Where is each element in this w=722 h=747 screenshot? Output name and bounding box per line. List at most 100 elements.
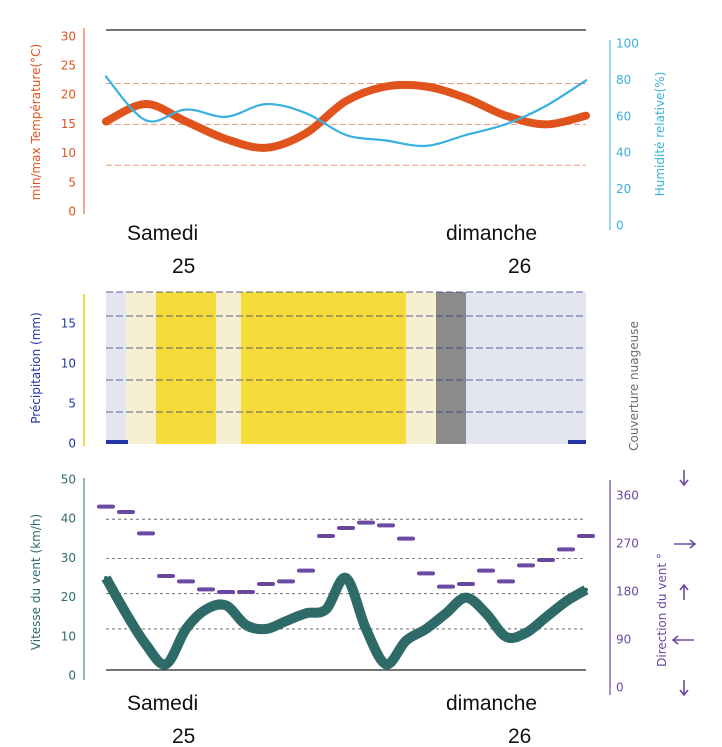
temperature-point bbox=[343, 98, 349, 105]
humidity-tick-label: 40 bbox=[616, 146, 631, 160]
temperature-point bbox=[303, 130, 309, 137]
temp-tick-label: 25 bbox=[61, 59, 76, 73]
date-day1-num-top: 25 bbox=[172, 255, 195, 278]
wind-speed-point bbox=[564, 599, 568, 604]
date-day2-num-top: 26 bbox=[508, 255, 531, 278]
wind-speed-tick-label: 0 bbox=[68, 669, 76, 683]
wind-direction-mark bbox=[477, 568, 495, 573]
wind-direction-arrow-icon bbox=[679, 470, 689, 487]
temperature-point bbox=[543, 121, 549, 128]
wind-speed-tick-label: 20 bbox=[61, 590, 76, 604]
wind-direction-mark bbox=[537, 558, 555, 562]
humidity-point bbox=[264, 102, 268, 106]
temperature-point bbox=[423, 83, 429, 90]
temperature-point bbox=[143, 100, 149, 107]
wind-speed-point bbox=[364, 626, 368, 631]
temp-tick-labels: 0 5 10 15 20 25 30 0 20 40 60 80 100 bbox=[61, 28, 639, 233]
wind-direction-mark bbox=[377, 523, 395, 528]
wind-direction-mark bbox=[357, 520, 375, 525]
wind-direction-mark bbox=[557, 547, 575, 552]
wind-direction-mark bbox=[337, 526, 355, 530]
date-day2-num-bottom: 26 bbox=[508, 725, 531, 747]
wind-direction-axis-label: Direction du vent ° bbox=[655, 553, 669, 667]
humidity-point bbox=[464, 133, 468, 137]
date-day1-bottom: Samedi bbox=[127, 692, 198, 715]
wind-speed-point bbox=[104, 576, 108, 580]
wind-speed-point bbox=[204, 607, 208, 612]
humidity-tick-label: 0 bbox=[616, 219, 624, 233]
wind-speed-point bbox=[324, 607, 328, 612]
wind-speed-point bbox=[124, 611, 128, 616]
temperature-point bbox=[223, 136, 229, 143]
wind-direction-mark bbox=[297, 568, 315, 573]
humidity-point bbox=[304, 111, 308, 115]
temperature-point bbox=[383, 83, 389, 90]
temperature-point bbox=[583, 112, 589, 119]
precip-axis-label: Précipitation (mm) bbox=[29, 312, 43, 424]
wind-panel: 0 10 20 30 40 50 0 90 180 270 360 Vitesse du vent … bbox=[29, 470, 697, 697]
humidity-tick-label: 20 bbox=[616, 182, 631, 196]
wind-speed-point bbox=[404, 638, 408, 643]
wind-speed-point bbox=[444, 611, 448, 616]
humidity-point bbox=[584, 79, 588, 82]
wind-direction-mark bbox=[317, 534, 335, 538]
temp-tick-label: 10 bbox=[61, 146, 76, 160]
cloud-cover-band bbox=[106, 292, 586, 444]
wind-direction-mark bbox=[137, 531, 155, 536]
wind-direction-arrow-icon bbox=[679, 583, 689, 600]
wind-direction-mark bbox=[417, 571, 435, 576]
wind-series bbox=[97, 504, 595, 670]
humidity-tick-label: 60 bbox=[616, 109, 631, 123]
wind-speed-point bbox=[544, 615, 548, 620]
wind-direction-tick-label: 0 bbox=[616, 681, 624, 695]
wind-direction-arrow-icon bbox=[679, 680, 689, 697]
humidity-point bbox=[104, 75, 108, 78]
temp-series bbox=[102, 75, 590, 152]
humidity-axis-label: Humidité relative(%) bbox=[653, 72, 667, 197]
wind-speed-tick-label: 30 bbox=[61, 551, 76, 565]
wind-speed-point bbox=[224, 603, 228, 608]
precip-tick-label: 15 bbox=[61, 317, 76, 331]
wind-direction-mark bbox=[177, 579, 195, 584]
wind-speed-point bbox=[384, 662, 388, 667]
humidity-tick-label: 80 bbox=[616, 73, 631, 87]
cloud-axis-label: Couverture nuageuse bbox=[627, 321, 641, 451]
temp-humidity-panel: 0 5 10 15 20 25 30 0 20 40 60 80 100 min/max Tempéra… bbox=[29, 12, 667, 233]
wind-speed-point bbox=[504, 634, 508, 639]
wind-direction-arrows bbox=[671, 470, 697, 697]
wind-direction-tick-label: 180 bbox=[616, 585, 639, 599]
wind-speed-point bbox=[524, 630, 528, 635]
temp-plot-area bbox=[106, 12, 586, 205]
wind-speed-point bbox=[164, 662, 168, 667]
precip-gridlines bbox=[106, 291, 586, 444]
wind-direction-mark bbox=[197, 587, 215, 592]
wind-tick-labels: 0 10 20 30 40 50 0 90 180 270 360 bbox=[61, 473, 639, 695]
precip-cloud-panel: 0 5 10 15 Précipitation (mm) Couverture nua… bbox=[29, 291, 641, 451]
wind-direction-mark bbox=[237, 590, 255, 594]
wind-direction-mark bbox=[257, 582, 275, 586]
wind-speed-tick-label: 10 bbox=[61, 629, 76, 643]
temperature-point bbox=[463, 95, 469, 102]
precip-tick-labels: 0 5 10 15 bbox=[61, 317, 76, 451]
precip-bar bbox=[568, 440, 586, 444]
temperature-point bbox=[503, 112, 509, 119]
wind-direction-mark bbox=[217, 590, 235, 594]
date-day1-top: Samedi bbox=[127, 222, 198, 245]
humidity-point bbox=[344, 133, 348, 137]
wind-speed-point bbox=[284, 619, 288, 624]
wind-speed-point bbox=[304, 611, 308, 616]
wind-direction-mark bbox=[437, 584, 455, 589]
wind-direction-mark bbox=[577, 534, 595, 538]
temp-tick-label: 0 bbox=[68, 205, 76, 219]
wind-direction-mark bbox=[157, 574, 175, 578]
date-day1-num-bottom: 25 bbox=[172, 725, 195, 747]
wind-direction-mark bbox=[277, 579, 295, 584]
precip-tick-label: 5 bbox=[68, 397, 76, 411]
date-day2-bottom: dimanche bbox=[446, 692, 537, 715]
temperature-point bbox=[263, 144, 269, 151]
wind-speed-tick-label: 50 bbox=[61, 473, 76, 487]
wind-speed-point bbox=[144, 642, 148, 647]
temp-tick-label: 5 bbox=[68, 175, 76, 189]
temperature-point bbox=[103, 118, 109, 125]
wind-direction-tick-label: 90 bbox=[616, 633, 631, 647]
